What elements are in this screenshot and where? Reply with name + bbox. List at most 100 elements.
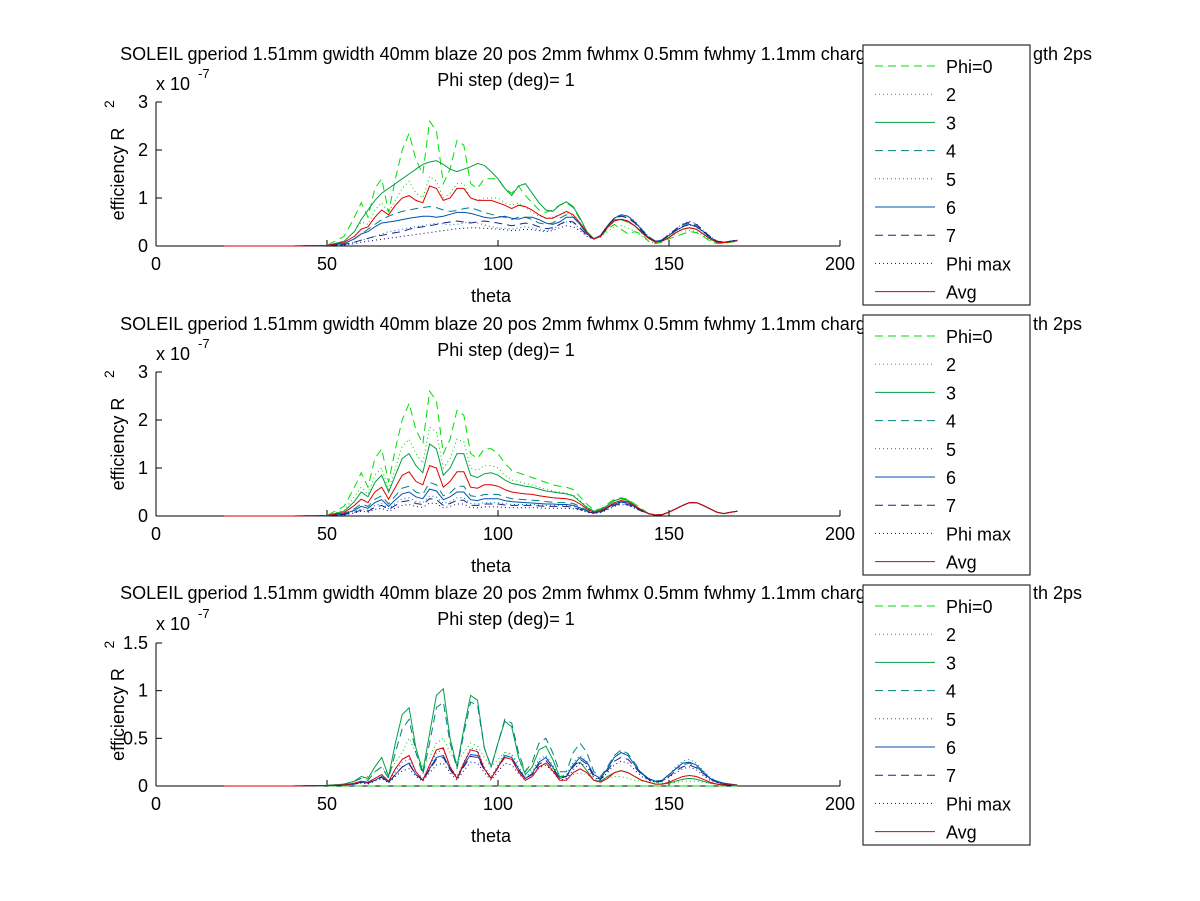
legend-label: 2 [946, 85, 956, 105]
legend-label: 4 [946, 142, 956, 162]
y-tick-label: 1 [138, 188, 148, 208]
chart-title: SOLEIL gperiod 1.51mm gwidth 40mm blaze … [120, 44, 876, 64]
y-tick-label: 1 [138, 681, 148, 701]
x-tick-label: 150 [654, 524, 684, 544]
y-tick-label: 0 [138, 506, 148, 526]
y-axis-label: efficiency R 2 [101, 100, 128, 220]
legend-box [862, 44, 1031, 306]
series-line-9 [224, 747, 738, 787]
y-axis-label-text: efficiency R [108, 668, 128, 761]
chart-subtitle: Phi step (deg)= 1 [437, 609, 575, 629]
legend-label: 7 [946, 226, 956, 246]
series-line-4 [224, 206, 738, 247]
x-tick-label: 0 [151, 524, 161, 544]
x-tick-label: 150 [654, 254, 684, 274]
y-axis-label-text: efficiency R [108, 128, 128, 221]
legend: Phi=0 2 3 4 5 6 7 Phi max Avg [862, 44, 1031, 306]
series-line-6 [224, 488, 738, 517]
series-line-5 [224, 495, 738, 517]
y-axis-label-text: efficiency R [108, 398, 128, 491]
y-tick-label: 1 [138, 458, 148, 478]
series-line-3 [224, 687, 738, 787]
x-tick-label: 100 [483, 524, 513, 544]
legend-label: 4 [946, 682, 956, 702]
series-line-9 [224, 185, 738, 247]
legend-label: 2 [946, 625, 956, 645]
series-line-7 [224, 498, 738, 517]
chart-title-tail: th 2ps [1033, 314, 1082, 334]
legend-label: Avg [946, 553, 977, 573]
series-line-5 [224, 213, 738, 247]
x-tick-label: 0 [151, 794, 161, 814]
chart-title-tail: th 2ps [1033, 583, 1082, 603]
series-line-6 [224, 211, 738, 247]
series-line-7 [224, 755, 738, 787]
series-line-3 [224, 160, 738, 247]
subplot-3: SOLEIL gperiod 1.51mm gwidth 40mm blaze … [101, 583, 1082, 846]
x-axis-label: theta [471, 286, 512, 306]
x-axis-label: theta [471, 826, 512, 846]
y-tick-label: 2 [138, 410, 148, 430]
legend: Phi=0 2 3 4 5 6 7 Phi max Avg [862, 314, 1031, 576]
series-line-1 [224, 389, 738, 517]
series-line-9 [224, 464, 738, 517]
legend-label: 5 [946, 440, 956, 460]
x-tick-label: 200 [825, 794, 855, 814]
y-multiplier-exponent: -7 [198, 66, 210, 81]
series-line-1 [224, 119, 738, 247]
series-line-8 [224, 502, 738, 517]
legend-label: Phi=0 [946, 327, 993, 347]
y-axis-label-superscript: 2 [101, 641, 117, 649]
y-tick-label: 1.5 [123, 633, 148, 653]
series-line-4 [224, 701, 738, 787]
legend-label: Phi=0 [946, 597, 993, 617]
chart-subtitle: Phi step (deg)= 1 [437, 340, 575, 360]
y-axis-label-superscript: 2 [101, 100, 117, 108]
legend-box [862, 584, 1031, 846]
subplot-2: SOLEIL gperiod 1.51mm gwidth 40mm blaze … [101, 314, 1082, 576]
legend-label: 3 [946, 113, 956, 133]
y-tick-label: 0.5 [123, 728, 148, 748]
series-line-3 [224, 443, 738, 517]
y-tick-label: 0 [138, 776, 148, 796]
legend-label: 6 [946, 468, 956, 488]
legend-label: Avg [946, 823, 977, 843]
x-tick-label: 50 [317, 524, 337, 544]
y-multiplier: x 10 [156, 344, 190, 364]
legend-label: Phi max [946, 254, 1011, 274]
y-axis-label: efficiency R 2 [101, 641, 128, 761]
legend-label: 4 [946, 412, 956, 432]
subplot-1: SOLEIL gperiod 1.51mm gwidth 40mm blaze … [101, 44, 1092, 306]
legend-label: Avg [946, 283, 977, 303]
legend-label: 6 [946, 198, 956, 218]
legend-label: 3 [946, 653, 956, 673]
x-tick-label: 50 [317, 254, 337, 274]
y-tick-label: 3 [138, 92, 148, 112]
y-tick-label: 0 [138, 236, 148, 256]
chart-title: SOLEIL gperiod 1.51mm gwidth 40mm blaze … [120, 314, 876, 334]
legend-label: Phi=0 [946, 57, 993, 77]
legend-label: Phi max [946, 524, 1011, 544]
x-axis-label: theta [471, 556, 512, 576]
legend-label: 7 [946, 766, 956, 786]
x-tick-label: 200 [825, 524, 855, 544]
chart-title: SOLEIL gperiod 1.51mm gwidth 40mm blaze … [120, 583, 876, 603]
y-axis-label-superscript: 2 [101, 370, 117, 378]
y-tick-label: 3 [138, 362, 148, 382]
legend-label: 5 [946, 710, 956, 730]
legend-label: 6 [946, 738, 956, 758]
x-tick-label: 100 [483, 794, 513, 814]
y-axis-label: efficiency R 2 [101, 370, 128, 490]
chart-title-tail: gth 2ps [1033, 44, 1092, 64]
x-tick-label: 0 [151, 254, 161, 274]
x-tick-label: 200 [825, 254, 855, 274]
y-tick-label: 2 [138, 140, 148, 160]
x-tick-label: 100 [483, 254, 513, 274]
y-multiplier-exponent: -7 [198, 606, 210, 621]
x-tick-label: 50 [317, 794, 337, 814]
legend-box [862, 314, 1031, 576]
legend-label: 7 [946, 496, 956, 516]
series-line-8 [224, 760, 738, 787]
series-line-2 [224, 426, 738, 517]
legend-label: 2 [946, 355, 956, 375]
